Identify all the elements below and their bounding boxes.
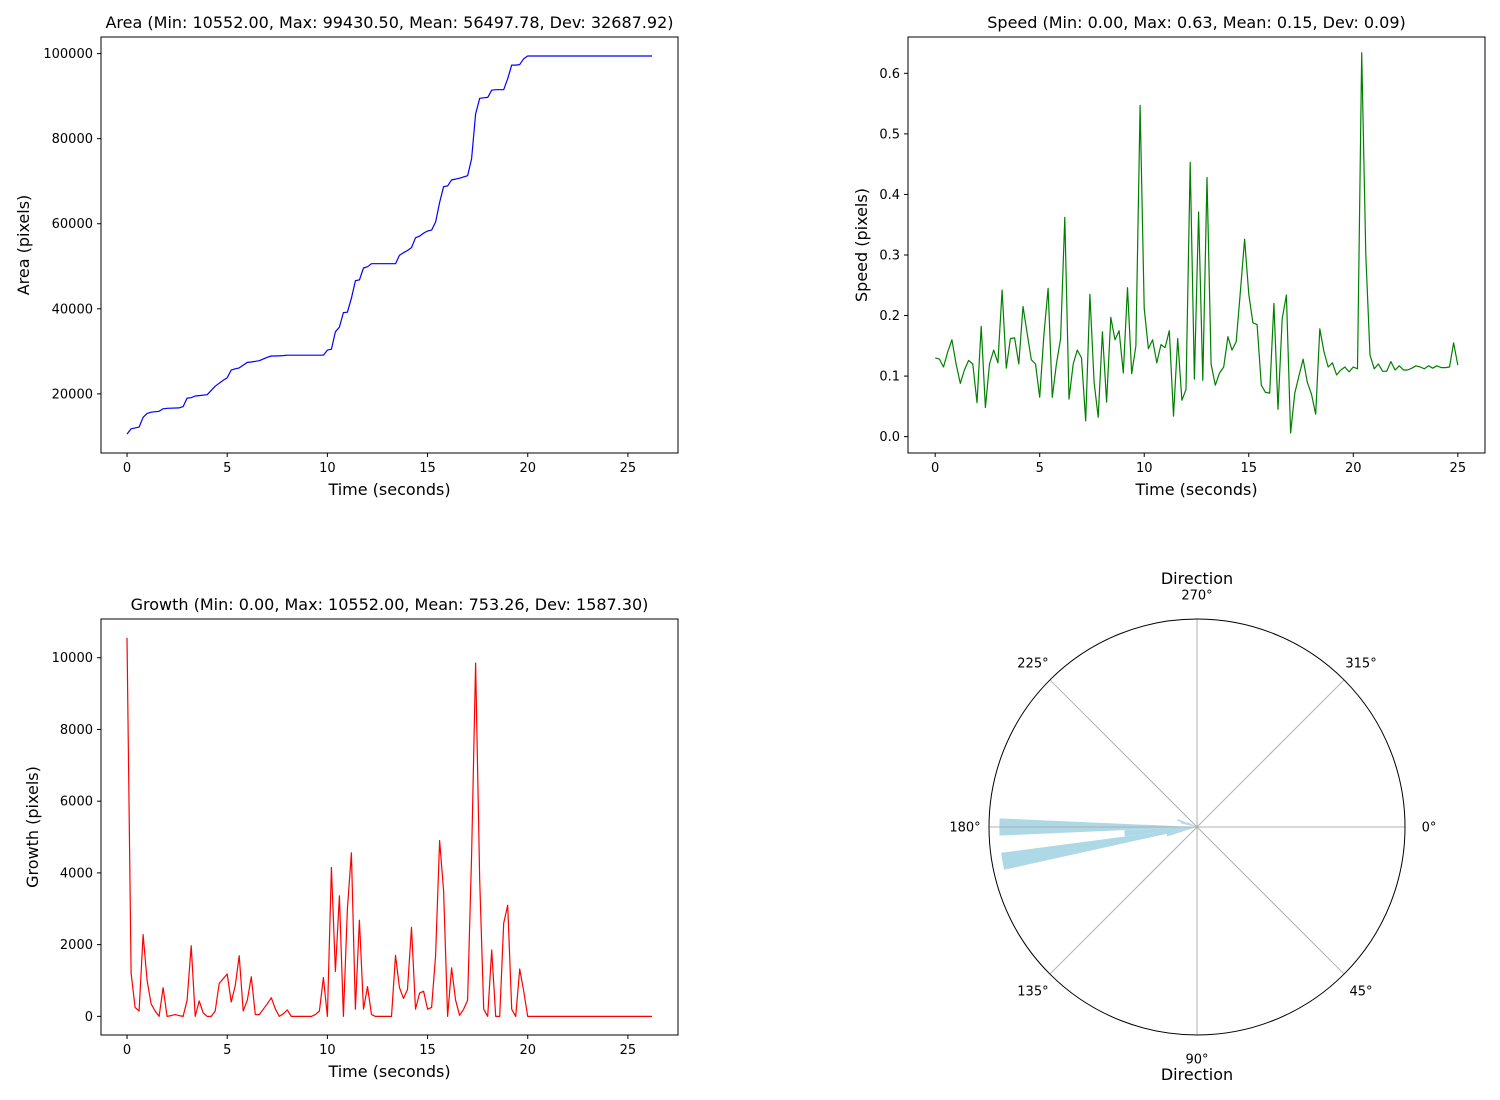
direction-angle-label: 45° [1350,985,1373,1000]
area-chart-marks: 0 5 10 15 20 25 20000 40000 60000 80000 100000 [43,36,679,476]
direction-chart-marks: 0° 45° 90° 135° 180° 225° 270° 315° [949,589,1436,1068]
direction-outer-circle [988,618,1406,1036]
speed-xtick-label: 25 [1450,461,1467,476]
area-xtick-label: 0 [123,461,131,476]
direction-bar [1177,819,1197,827]
growth-ytick-label: 6000 [60,795,93,810]
growth-chart-xlabel: Time (seconds) [327,1062,450,1081]
speed-xtick-label: 0 [931,461,939,476]
growth-chart-ylabel: Growth (pixels) [23,766,42,888]
area-xtick-label: 20 [519,461,536,476]
direction-angle-label: 315° [1345,656,1376,671]
area-xtick-label: 25 [620,461,637,476]
speed-ytick-label: 0.5 [879,127,900,142]
direction-bar [1124,827,1197,837]
growth-series-line [126,637,652,1018]
growth-chart: Growth (Min: 0.00, Max: 10552.00, Mean: … [23,595,679,1081]
direction-angle-label: 0° [1422,821,1437,836]
direction-bar [1001,827,1197,870]
growth-xtick-label: 5 [223,1043,231,1058]
growth-xtick-label: 15 [419,1043,436,1058]
area-axes-frame [100,36,679,454]
area-xtick-label: 5 [223,461,231,476]
growth-xtick-label: 20 [519,1043,536,1058]
direction-chart: Direction Direction 0° 45° 90° 135° 180° 225°… [949,569,1436,1084]
direction-grid-spoke [1049,826,1198,975]
direction-bar [1166,827,1197,837]
speed-xtick-label: 10 [1136,461,1153,476]
area-ytick-label: 60000 [52,217,93,232]
growth-xtick-label: 25 [620,1043,637,1058]
speed-ytick-label: 0.0 [879,430,900,445]
growth-ytick-label: 4000 [60,866,93,881]
direction-angle-label: 180° [949,821,980,836]
growth-xtick-label: 10 [319,1043,336,1058]
direction-angle-label: 135° [1017,985,1048,1000]
area-ytick-label: 100000 [43,47,93,62]
direction-grid-spoke [1196,679,1345,828]
direction-angle-label: 90° [1185,1053,1208,1068]
speed-xtick-label: 5 [1036,461,1044,476]
speed-ytick-label: 0.6 [879,67,900,82]
area-xtick-label: 10 [319,461,336,476]
growth-ytick-label: 0 [85,1010,93,1025]
direction-grid-spoke [1049,679,1198,828]
area-series-line [126,55,652,435]
area-chart: Area (Min: 10552.00, Max: 99430.50, Mean… [14,13,679,499]
direction-chart-xlabel: Direction [1161,1065,1233,1084]
speed-chart-xlabel: Time (seconds) [1134,480,1257,499]
direction-chart-title: Direction [1161,569,1233,588]
area-ytick-label: 40000 [52,302,93,317]
speed-xtick-label: 15 [1240,461,1257,476]
area-xtick-label: 15 [419,461,436,476]
growth-axes-frame [100,618,679,1036]
speed-series-line [935,52,1459,434]
speed-axes-frame [907,36,1486,454]
speed-chart: Speed (Min: 0.00, Max: 0.63, Mean: 0.15,… [852,13,1486,499]
growth-xtick-label: 0 [123,1043,131,1058]
speed-ytick-label: 0.1 [879,370,900,385]
speed-chart-ylabel: Speed (pixels) [852,188,871,302]
speed-chart-marks: 0 5 10 15 20 25 0.0 0.1 0.2 0.3 0.4 0.5 0.6 [879,36,1486,476]
area-ytick-label: 80000 [52,132,93,147]
speed-ytick-label: 0.4 [879,188,900,203]
growth-chart-title: Growth (Min: 0.00, Max: 10552.00, Mean: … [131,595,649,614]
area-chart-ylabel: Area (pixels) [14,195,33,296]
direction-bar [1180,822,1197,827]
speed-ytick-label: 0.3 [879,248,900,263]
direction-bar [1187,822,1197,827]
speed-xtick-label: 20 [1345,461,1362,476]
area-chart-xlabel: Time (seconds) [327,480,450,499]
growth-ytick-label: 2000 [60,938,93,953]
direction-grid-spoke [1196,826,1345,975]
area-ytick-label: 20000 [52,387,93,402]
speed-chart-title: Speed (Min: 0.00, Max: 0.63, Mean: 0.15,… [987,13,1405,32]
area-chart-title: Area (Min: 10552.00, Max: 99430.50, Mean… [105,13,673,32]
growth-ytick-label: 8000 [60,723,93,738]
growth-ytick-label: 10000 [52,651,93,666]
growth-chart-marks: 0 5 10 15 20 25 0 2000 4000 6000 8000 10000 [52,618,679,1058]
speed-ytick-label: 0.2 [879,309,900,324]
direction-angle-label: 225° [1017,656,1048,671]
direction-angle-label: 270° [1181,589,1212,604]
